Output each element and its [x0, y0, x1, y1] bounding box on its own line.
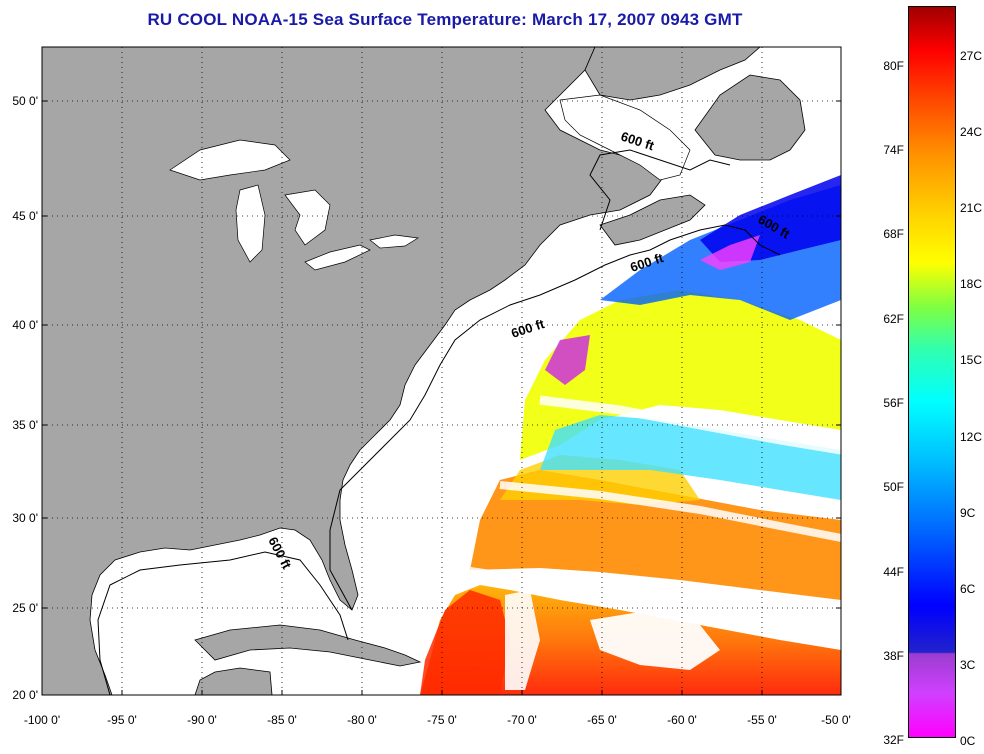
tick-marks — [41, 100, 842, 695]
lat-tick-label: 25 0' — [12, 601, 38, 615]
lon-tick-label: -65 0' — [587, 713, 617, 727]
lon-tick-label: -85 0' — [267, 713, 297, 727]
colorbar-f-label: 50F — [883, 480, 904, 494]
lon-tick-labels: -100 0' -95 0' -90 0' -85 0' -80 0' -75 … — [24, 713, 851, 727]
lake-huron — [284, 189, 331, 246]
lake-michigan — [235, 184, 266, 263]
map-title: RU COOL NOAA-15 Sea Surface Temperature:… — [147, 10, 743, 29]
colorbar-c-label: 15C — [960, 353, 983, 367]
colorbar-c-label: 3C — [960, 658, 976, 672]
lon-tick-label: -50 0' — [821, 713, 851, 727]
colorbar-c-label: 9C — [960, 506, 976, 520]
lon-tick-label: -55 0' — [747, 713, 777, 727]
lat-tick-label: 45 0' — [12, 209, 38, 223]
lon-tick-label: -90 0' — [187, 713, 217, 727]
lake-erie — [304, 244, 371, 271]
newfoundland-land — [694, 74, 806, 161]
sst-data-layer — [420, 175, 841, 695]
colorbar-f-label: 56F — [883, 396, 904, 410]
colorbar-c-label: 27C — [960, 49, 983, 63]
colorbar-f-label: 38F — [883, 649, 904, 663]
lon-tick-label: -100 0' — [24, 713, 60, 727]
colorbar-c-label: 21C — [960, 201, 983, 215]
temperature-colorbar — [908, 6, 956, 738]
lon-tick-label: -80 0' — [347, 713, 377, 727]
north-america-land — [42, 47, 666, 695]
colorbar-c-label: 18C — [960, 277, 983, 291]
colorbar-c-label: 24C — [960, 125, 983, 139]
cuba-land — [194, 624, 422, 667]
labrador-land — [584, 47, 761, 101]
nova-scotia-land — [599, 194, 706, 246]
colorbar-f-label: 44F — [883, 565, 904, 579]
colorbar-c-label: 12C — [960, 430, 983, 444]
graticule — [42, 47, 841, 695]
lat-tick-label: 35 0' — [12, 418, 38, 432]
lon-tick-label: -95 0' — [107, 713, 137, 727]
lat-tick-label: 40 0' — [12, 318, 38, 332]
lon-tick-label: -70 0' — [507, 713, 537, 727]
colorbar-f-label: 62F — [883, 312, 904, 326]
colorbar-f-label: 32F — [883, 733, 904, 747]
lat-tick-label: 20 0' — [12, 688, 38, 702]
colorbar-c-label: 6C — [960, 582, 976, 596]
colorbar-f-label: 68F — [883, 227, 904, 241]
lon-tick-label: -60 0' — [667, 713, 697, 727]
lake-ontario — [369, 234, 420, 249]
lat-tick-label: 50 0' — [12, 94, 38, 108]
yucatan-land — [194, 667, 273, 695]
lon-tick-label: -75 0' — [427, 713, 457, 727]
lat-tick-label: 30 0' — [12, 511, 38, 525]
colorbar-f-label: 74F — [883, 143, 904, 157]
lat-tick-labels: 50 0' 45 0' 40 0' 35 0' 30 0' 25 0' 20 0… — [12, 94, 38, 702]
colorbar-f-label: 80F — [883, 59, 904, 73]
isobath-600ft — [97, 149, 781, 695]
lake-superior — [169, 139, 291, 181]
colorbar-c-label: 0C — [960, 734, 976, 748]
